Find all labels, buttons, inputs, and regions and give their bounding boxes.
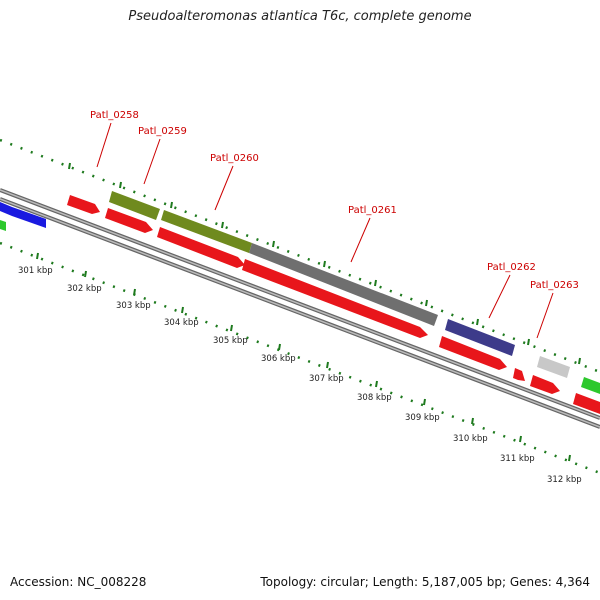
kbp-label: 312 kbp [547, 475, 582, 485]
kbp-label: 307 kbp [309, 374, 344, 384]
kbp-label: 304 kbp [164, 318, 199, 328]
kbp-label: 301 kbp [18, 266, 53, 276]
kbp-major-ticks [36, 252, 571, 462]
gene-label-patl-0261: Patl_0261 [348, 205, 397, 216]
cds-arrow-patl0263 [530, 375, 560, 394]
cog-block-patl0262 [445, 319, 515, 356]
kbp-label: 302 kbp [67, 284, 102, 294]
outer-major-tick [221, 221, 224, 229]
cog-block-patl0260 [161, 210, 252, 253]
genome-backbone [0, 188, 600, 429]
gene-labels: Patl_0258 Patl_0259 Patl_0260 Patl_0261 Patl… [90, 110, 579, 339]
kbp-label: 306 kbp [261, 354, 296, 364]
accession-text: Accession: NC_008228 [10, 575, 147, 589]
kbp-major-tick [519, 435, 522, 443]
cds-arrow-small [513, 368, 525, 381]
inner-tick-ring [0, 241, 600, 475]
outer-major-tick [272, 240, 275, 248]
gene-leader-line [214, 165, 234, 211]
cog-block-green-left [0, 220, 6, 231]
kbp-label: 305 kbp [213, 336, 248, 346]
kbp-major-tick [133, 288, 136, 296]
outer-major-tick [68, 162, 71, 170]
genome-summary-text: Topology: circular; Length: 5,187,005 bp… [260, 575, 590, 589]
outer-major-tick [170, 201, 173, 209]
gene-leader-line [143, 138, 161, 185]
kbp-major-tick [568, 454, 571, 462]
cds-arrow-patl0258 [67, 195, 100, 214]
map-title: Pseudoalteromonas atlantica T6c, complet… [128, 9, 472, 24]
gene-leader-line [536, 292, 554, 339]
gene-label-patl-0263: Patl_0263 [530, 280, 579, 291]
gene-leader-line [350, 217, 371, 263]
outer-major-tick [578, 357, 581, 365]
kbp-major-tick [375, 380, 378, 388]
cog-track [0, 191, 600, 394]
cds-arrow-patl0261 [242, 259, 428, 338]
cog-block-green-right [581, 377, 600, 394]
cog-block-patl0261 [249, 243, 438, 326]
gene-label-patl-0258: Patl_0258 [90, 110, 139, 121]
kbp-major-tick [84, 270, 87, 278]
kbp-major-tick [326, 361, 329, 369]
gene-leader-line [488, 274, 511, 319]
outer-major-tick [374, 279, 377, 287]
kbp-label: 310 kbp [453, 434, 488, 444]
kbp-major-tick [230, 324, 233, 332]
gene-label-patl-0260: Patl_0260 [210, 153, 259, 164]
kbp-label: 303 kbp [116, 301, 151, 311]
kbp-labels: 301 kbp 302 kbp 303 kbp 304 kbp 305 kbp 306 k… [18, 266, 582, 485]
cds-track [67, 195, 600, 414]
kbp-label: 311 kbp [500, 454, 535, 464]
cds-arrow-right-edge [573, 393, 600, 414]
kbp-major-tick [36, 252, 39, 260]
gene-leader-line [96, 122, 112, 168]
outer-major-tick [476, 318, 479, 326]
cog-block-patl0263 [537, 356, 570, 378]
kbp-major-tick [471, 417, 474, 425]
outer-major-tick [119, 181, 122, 189]
cds-arrow-patl0262 [439, 336, 507, 370]
cog-block-patl0259 [109, 191, 160, 220]
outer-tick-ring [0, 138, 600, 374]
kbp-major-tick [181, 306, 184, 314]
cog-block-blue-2 [12, 207, 46, 228]
outer-major-tick [425, 299, 428, 307]
kbp-label: 309 kbp [405, 413, 440, 423]
kbp-major-tick [423, 398, 426, 406]
kbp-label: 308 kbp [357, 393, 392, 403]
kbp-major-tick [278, 343, 281, 351]
cds-arrow-patl0260 [157, 227, 245, 268]
cds-arrow-patl0259 [105, 208, 153, 233]
outer-major-ticks [68, 162, 581, 365]
outer-major-tick [323, 260, 326, 268]
gene-label-patl-0262: Patl_0262 [487, 262, 536, 273]
cog-block-blue-1 [0, 202, 12, 216]
gene-label-patl-0259: Patl_0259 [138, 126, 187, 137]
outer-major-tick [527, 338, 530, 346]
